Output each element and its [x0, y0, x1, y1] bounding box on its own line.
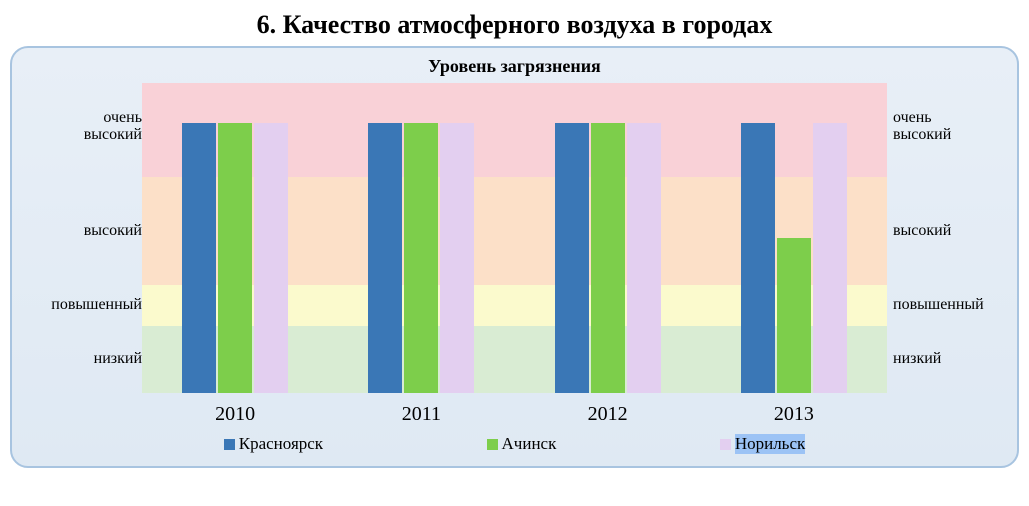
bar: [555, 123, 589, 393]
legend-swatch: [224, 439, 235, 450]
legend-item: Ачинск: [487, 434, 557, 454]
y-axis-left: низкий повышенный высокий оченьвысокий: [32, 83, 142, 393]
legend: Красноярск Ачинск Норильск: [142, 434, 887, 454]
bar: [627, 123, 661, 393]
chart-subtitle: Уровень загрязнения: [32, 56, 997, 77]
bar: [591, 123, 625, 393]
y-axis-right: низкийповышенныйвысокийоченьвысокий: [887, 83, 997, 393]
bar: [182, 123, 216, 393]
page-title: 6. Качество атмосферного воздуха в город…: [10, 10, 1019, 40]
bars-layer: [142, 83, 887, 393]
y-axis-label: высокий: [893, 223, 1003, 240]
bar: [254, 123, 288, 393]
year-group: [328, 83, 514, 393]
legend-item: Красноярск: [224, 434, 323, 454]
bar: [440, 123, 474, 393]
x-axis: 2010201120122013: [142, 393, 887, 426]
bar: [777, 238, 811, 393]
x-tick: 2010: [142, 393, 328, 426]
y-axis-label: низкий: [893, 351, 1003, 368]
bar: [218, 123, 252, 393]
y-axis-label: высокий: [32, 223, 142, 240]
legend-label: Красноярск: [239, 434, 323, 454]
legend-label: Норильск: [735, 434, 805, 454]
legend-swatch: [720, 439, 731, 450]
bar: [813, 123, 847, 393]
y-axis-label: оченьвысокий: [32, 110, 142, 144]
year-group: [701, 83, 887, 393]
bar: [404, 123, 438, 393]
x-tick: 2011: [328, 393, 514, 426]
legend-label: Ачинск: [502, 434, 557, 454]
x-tick: 2012: [515, 393, 701, 426]
y-axis-label: повышенный: [893, 297, 1003, 314]
x-tick: 2013: [701, 393, 887, 426]
plot-row: низкийповышенныйвысокийоченьвысокий низк…: [32, 83, 997, 393]
year-group: [515, 83, 701, 393]
plot-area: [142, 83, 887, 393]
bar: [368, 123, 402, 393]
y-axis-label: низкий: [32, 351, 142, 368]
y-axis-label: оченьвысокий: [893, 110, 1003, 144]
legend-item: Норильск: [720, 434, 805, 454]
legend-swatch: [487, 439, 498, 450]
y-axis-label: повышенный: [32, 297, 142, 314]
year-group: [142, 83, 328, 393]
bar: [741, 123, 775, 393]
chart-frame: Уровень загрязнения низкий повышенный высо…: [10, 46, 1019, 468]
